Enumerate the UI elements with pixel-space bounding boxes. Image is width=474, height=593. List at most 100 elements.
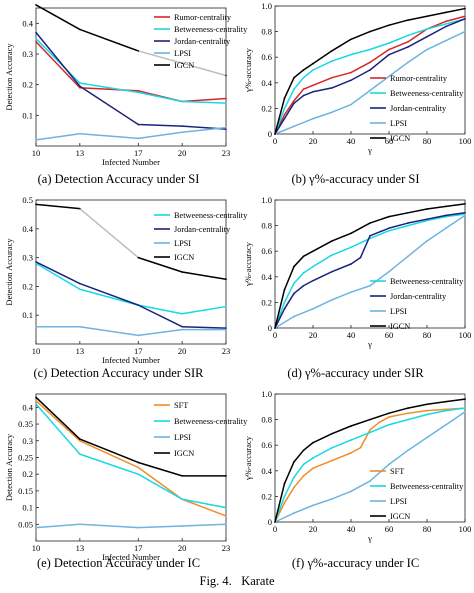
line-segment <box>35 132 81 141</box>
line-segment <box>293 255 305 268</box>
data-point <box>350 79 352 82</box>
line-segment <box>331 439 352 449</box>
legend: Betweeness-centrality Jordan-centrality LP… <box>154 211 248 262</box>
line-segment <box>181 271 227 280</box>
line-segment <box>388 255 409 273</box>
data-point <box>283 301 286 304</box>
line-segment <box>388 222 409 229</box>
chart-svg: 0.1 0.2 0.3 0.4 10 13 17 20 23 Infected Number Det… <box>4 4 248 167</box>
data-point <box>350 452 352 454</box>
data-point <box>302 284 305 287</box>
line-segment <box>407 403 428 409</box>
line-segment <box>426 409 447 416</box>
data-point <box>331 498 333 500</box>
line-segment <box>331 425 352 435</box>
line-segment <box>312 299 333 310</box>
data-point <box>445 423 447 426</box>
line-segment <box>302 265 314 274</box>
legend-entry: IGCN <box>390 134 410 143</box>
data-point <box>445 23 447 25</box>
data-point <box>137 526 140 529</box>
x-axis-label: γ <box>367 533 372 543</box>
line-segment <box>407 409 428 414</box>
data-point <box>302 449 305 452</box>
legend-entry: IGCN <box>390 322 410 331</box>
legend-entry: Betweeness-centrality <box>390 277 464 286</box>
data-point <box>79 207 81 210</box>
caption-e: (e) Detection Accuracy under IC <box>36 556 201 570</box>
series-betweeness-centrality <box>35 262 227 315</box>
x-axis-label: γ <box>367 339 372 349</box>
line-segment <box>312 87 333 93</box>
data-point <box>225 328 227 331</box>
data-point <box>35 403 37 405</box>
caption-b: (b) γ%-accuracy under SI <box>291 172 420 186</box>
line-segment <box>331 232 352 242</box>
line-segment <box>445 411 466 426</box>
data-point <box>464 15 466 18</box>
legend-entry: Betweeness-centrality <box>174 211 248 220</box>
data-point <box>369 431 371 434</box>
data-point <box>302 69 305 71</box>
legend-entry: IGCN <box>174 253 194 262</box>
x-tick-label: 20 <box>309 136 318 146</box>
data-point <box>137 91 140 94</box>
chart-svg: 0 0.2 0.4 0.6 0.8 1.0 0 20 40 60 80 100 γ γ%-accuracy… <box>243 1 471 155</box>
line-segment <box>79 132 140 140</box>
line-segment <box>312 459 333 469</box>
data-point <box>312 69 314 71</box>
data-point <box>445 215 447 218</box>
line-segment <box>293 76 305 90</box>
x-tick-label: 0 <box>273 330 277 340</box>
legend-entry: LPSI <box>390 119 407 128</box>
line-segment <box>137 256 183 273</box>
data-point <box>369 222 371 224</box>
line-segment <box>407 35 428 48</box>
y-tick-label: 0.3 <box>22 253 33 263</box>
y-axis-label: γ%-accuracy <box>243 241 253 287</box>
data-point <box>426 48 428 51</box>
line-segment <box>426 408 447 412</box>
chart-detection-accuracy-si: 0.1 0.2 0.3 0.4 10 13 17 20 23 Infected Number Det… <box>0 0 248 190</box>
data-point <box>407 61 409 64</box>
line-segment <box>312 76 333 87</box>
line-segment <box>181 498 227 517</box>
line-segment <box>445 407 466 412</box>
x-tick-label: 0 <box>273 136 277 146</box>
data-point <box>283 495 286 498</box>
figure-title: Karate <box>241 574 275 588</box>
plot-frame <box>274 5 466 135</box>
data-point <box>407 19 409 21</box>
line-segment <box>445 203 466 208</box>
data-point <box>293 99 295 102</box>
line-segment <box>181 126 227 133</box>
line-segment <box>369 24 390 33</box>
line-segment <box>79 82 140 94</box>
y-tick-label: 0 <box>268 517 272 527</box>
line-segment <box>369 463 390 482</box>
line-segment <box>302 69 314 79</box>
line-segment <box>369 48 390 64</box>
data-point <box>302 272 305 274</box>
line-segment <box>331 79 352 89</box>
data-point <box>350 291 352 293</box>
data-point <box>388 270 390 273</box>
line-segment <box>369 229 390 240</box>
line-segment <box>293 94 305 105</box>
y-tick-label: 0.6 <box>261 440 272 450</box>
y-tick-label: 0 <box>268 323 272 333</box>
legend-entry: Betweeness-centrality <box>390 482 464 491</box>
data-point <box>445 408 447 411</box>
line-segment <box>137 466 183 500</box>
line-segment <box>181 97 227 103</box>
y-axis-label: γ%-accuracy <box>243 435 253 481</box>
data-point <box>426 208 428 210</box>
data-point <box>464 30 466 33</box>
line-segment <box>350 48 371 56</box>
y-tick-label: 1.0 <box>261 1 272 11</box>
line-segment <box>369 412 390 421</box>
line-segment <box>407 413 428 421</box>
data-point <box>426 240 428 242</box>
data-point <box>464 398 466 400</box>
data-point <box>445 400 447 403</box>
